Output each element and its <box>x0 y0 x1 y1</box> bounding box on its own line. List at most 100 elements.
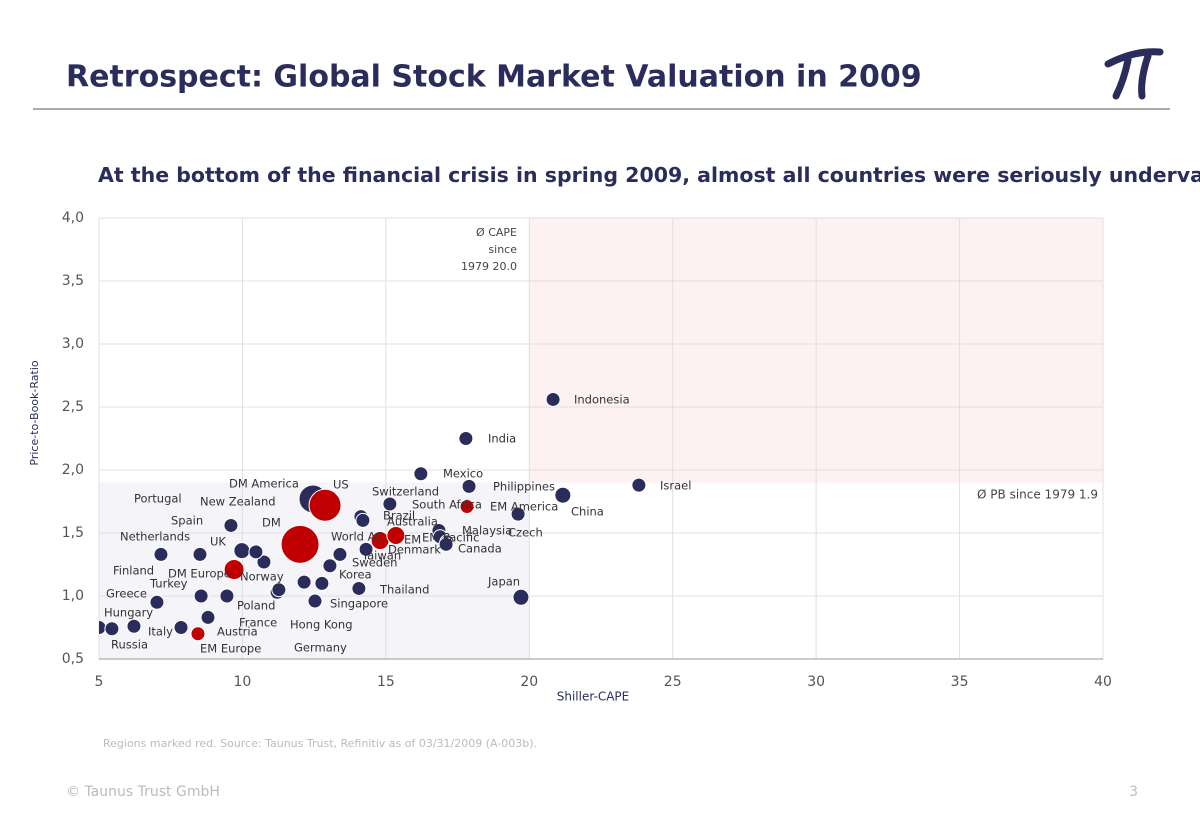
point-label: Germany <box>294 641 347 655</box>
point-label: Switzerland <box>372 485 439 499</box>
point <box>314 575 330 591</box>
point-label: Hong Kong <box>290 618 353 632</box>
x-tick-label: 35 <box>951 674 969 690</box>
y-tick-label: 3,5 <box>62 273 84 289</box>
point-label: EM America <box>490 500 558 514</box>
point <box>153 546 169 562</box>
point <box>458 431 474 446</box>
point <box>386 526 406 546</box>
copyright: © Taunus Trust GmbH <box>66 784 220 800</box>
cape-annotation: 1979 20.0 <box>461 260 517 273</box>
point-label: World AC <box>331 530 383 544</box>
point-label: EM <box>404 533 421 547</box>
point-label: Taiwan <box>361 549 401 563</box>
x-tick-label: 25 <box>664 674 682 690</box>
point <box>271 582 287 598</box>
point-label: Czech <box>508 526 543 540</box>
point <box>307 593 323 609</box>
point-label: Israel <box>660 479 691 493</box>
point <box>413 466 429 482</box>
y-tick-label: 4,0 <box>62 210 84 226</box>
point <box>190 626 206 642</box>
logo <box>1104 48 1164 100</box>
point-label: Denmark <box>388 543 441 557</box>
point-label: South Africa <box>412 498 482 512</box>
point-label: Brazil <box>383 509 415 523</box>
point-label: Finland <box>113 564 154 578</box>
point-label: Japan <box>487 575 520 589</box>
y-tick-label: 3,0 <box>62 336 84 352</box>
point <box>248 544 264 560</box>
point <box>554 486 572 504</box>
point <box>545 391 561 407</box>
y-tick-label: 0,5 <box>62 651 84 667</box>
chart-title: At the bottom of the financial crisis in… <box>98 163 1200 187</box>
point <box>332 546 348 562</box>
x-tick-label: 20 <box>520 674 538 690</box>
point <box>192 546 208 562</box>
point-label: Russia <box>111 638 148 652</box>
point-label: Italy <box>148 625 173 639</box>
point-label: France <box>239 616 277 630</box>
point-label: Malaysia <box>462 524 512 538</box>
x-tick-label: 15 <box>377 674 395 690</box>
point-label: China <box>571 505 604 519</box>
point <box>382 496 398 512</box>
point-label: India <box>488 432 516 446</box>
point <box>631 477 647 493</box>
point <box>256 554 272 570</box>
point-label: Thailand <box>379 583 429 597</box>
y-tick-label: 2,5 <box>62 399 84 415</box>
point <box>104 621 120 637</box>
cape-annotation: since <box>488 243 517 256</box>
point <box>173 620 189 635</box>
cape-annotation: Ø CAPE <box>476 226 517 239</box>
point <box>126 618 142 634</box>
point <box>296 574 312 590</box>
x-axis-label: Shiller-CAPE <box>557 690 630 704</box>
point-label: UK <box>210 535 226 549</box>
point-label: Poland <box>237 599 275 613</box>
point <box>149 594 165 610</box>
point <box>99 620 107 635</box>
y-tick-label: 1,0 <box>62 588 84 604</box>
point <box>461 478 477 494</box>
point <box>219 588 235 604</box>
x-tick-label: 5 <box>95 674 104 690</box>
slide-title: Retrospect: Global Stock Market Valuatio… <box>66 60 922 95</box>
point-label: Portugal <box>134 492 182 506</box>
x-tick-label: 30 <box>807 674 825 690</box>
point-label: Australia <box>387 515 438 529</box>
point-label: Singapore <box>330 597 388 611</box>
point <box>459 499 475 515</box>
point <box>510 506 526 522</box>
point <box>358 541 374 557</box>
point <box>308 488 342 522</box>
point-label: Philippines <box>493 480 555 494</box>
point <box>233 542 251 560</box>
point-label: New Zealand <box>200 495 276 509</box>
pb-annotation: Ø PB since 1979 1.9 <box>977 488 1098 502</box>
point-label: Netherlands <box>120 530 190 544</box>
y-axis-label: Price-to-Book-Ratio <box>28 360 41 465</box>
point-label: Mexico <box>443 467 483 481</box>
point-label: EM Pacific <box>422 531 479 545</box>
points <box>99 391 647 642</box>
page-number: 3 <box>1129 784 1138 800</box>
point-label: DM Europe <box>168 567 231 581</box>
point-label: Canada <box>458 542 502 556</box>
point <box>200 609 216 625</box>
point-label: Austria <box>217 625 258 639</box>
point-label: US <box>333 478 349 492</box>
point-label: EM Europe <box>200 642 261 656</box>
x-tick-label: 10 <box>234 674 252 690</box>
point-label: DM America <box>229 477 299 491</box>
y-tick-label: 2,0 <box>62 462 84 478</box>
point-label: Korea <box>339 568 372 582</box>
point <box>223 559 245 581</box>
point-label: Greece <box>106 587 147 601</box>
point <box>351 580 367 596</box>
point <box>512 588 530 606</box>
point-label: Sweden <box>352 556 397 570</box>
